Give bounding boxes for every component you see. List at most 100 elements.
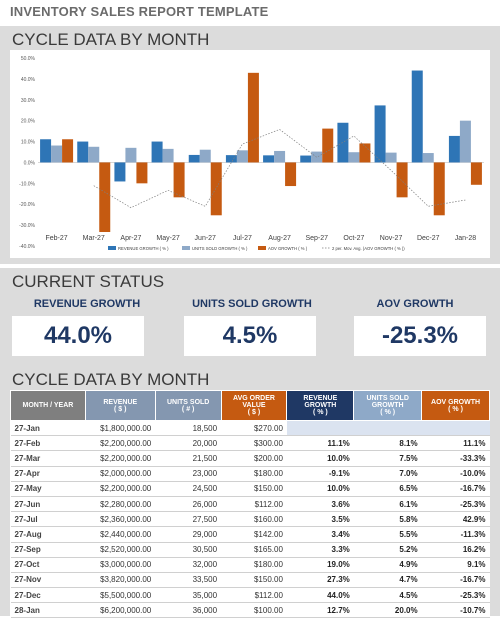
table-row: 27-Oct $3,000,000.00 32,000 $180.00 19.0% 4.9… bbox=[10, 557, 490, 573]
bar-revenue-growth bbox=[40, 139, 52, 163]
bar-aov-growth bbox=[359, 143, 371, 163]
cell-month: 27-Aug bbox=[10, 526, 86, 543]
col-rev-growth-header: REVENUE GROWTH ( % ) bbox=[286, 390, 355, 421]
page-title: INVENTORY SALES REPORT TEMPLATE bbox=[10, 4, 269, 19]
col-units-header-l1: UNITS SOLD bbox=[166, 398, 210, 406]
col-aov-growth-header-l1: AOV GROWTH bbox=[431, 398, 481, 406]
cell-month: 27-Nov bbox=[10, 572, 86, 589]
cell-revenue-growth: 3.5% bbox=[286, 511, 354, 528]
bar-units-growth bbox=[422, 153, 434, 163]
table-section-heading: CYCLE DATA BY MONTH bbox=[12, 370, 210, 389]
status-section-heading: CURRENT STATUS bbox=[12, 272, 165, 291]
growth-chart: 50.0% 40.0% 30.0% 20.0% 10.0% 0.0% -10.0% -20.0… bbox=[19, 56, 484, 251]
bar-revenue-growth bbox=[337, 122, 349, 163]
cell-aov-growth: -11.3% bbox=[421, 526, 490, 543]
table-row: 27-Nov $3,820,000.00 33,500 $150.00 27.3% 4.7… bbox=[10, 572, 490, 589]
bar-units-growth bbox=[88, 146, 100, 163]
col-aov-header-l1: AVG ORDER VALUE bbox=[233, 395, 275, 409]
x-tick-label: Oct-27 bbox=[343, 235, 364, 242]
table-row: 27-Jan $1,800,000.00 18,500 $270.00 bbox=[10, 420, 490, 437]
cell-month: 27-May bbox=[10, 481, 86, 497]
col-units-growth-header: UNITS SOLD GROWTH ( % ) bbox=[353, 390, 423, 421]
bar-revenue-growth bbox=[448, 135, 460, 163]
cell-month: 27-Feb bbox=[10, 435, 86, 452]
cell-revenue: $2,440,000.00 bbox=[85, 526, 156, 543]
x-tick-label: Jun-27 bbox=[195, 235, 217, 242]
cell-units-growth: 6.1% bbox=[353, 496, 422, 513]
col-units-growth-header-l1: UNITS SOLD GROWTH bbox=[366, 395, 409, 409]
bar-aov-growth bbox=[210, 162, 222, 216]
bar-units-growth bbox=[274, 150, 286, 163]
cell-aov-growth: -33.3% bbox=[421, 450, 490, 467]
bar-units-growth bbox=[162, 148, 174, 163]
bar-revenue-growth bbox=[151, 141, 163, 163]
y-tick-label: 0.0% bbox=[24, 160, 36, 166]
cell-avg-order-value: $142.00 bbox=[221, 526, 287, 543]
cell-avg-order-value: $112.00 bbox=[221, 496, 287, 513]
cell-units-sold: 20,000 bbox=[155, 435, 222, 452]
legend-label: AOV GROWTH ( % ) bbox=[268, 246, 308, 251]
bar-revenue-growth bbox=[114, 162, 126, 182]
cell-month: 27-Jan bbox=[10, 420, 86, 437]
cell-units-growth: 5.5% bbox=[353, 526, 422, 543]
chart-card: 50.0% 40.0% 30.0% 20.0% 10.0% 0.0% -10.0% -20.0… bbox=[10, 50, 490, 258]
x-tick-label: Sep-27 bbox=[305, 235, 328, 242]
col-aov-header-l2: ( $ ) bbox=[247, 409, 261, 416]
cell-units-growth: 5.2% bbox=[353, 542, 422, 558]
cell-aov-growth: -16.7% bbox=[421, 481, 490, 497]
col-units-header: UNITS SOLD ( # ) bbox=[154, 390, 222, 421]
cell-aov-growth: -25.3% bbox=[421, 496, 490, 513]
cell-units-sold: 21,500 bbox=[155, 450, 222, 467]
x-tick-label: Apr-27 bbox=[120, 235, 141, 242]
cell-avg-order-value: $112.00 bbox=[221, 587, 287, 604]
col-rev-growth-header-l1: REVENUE GROWTH bbox=[303, 395, 338, 409]
cell-revenue: $3,000,000.00 bbox=[85, 557, 156, 573]
kpi-revenue-value: 44.0% bbox=[12, 316, 144, 356]
bar-revenue-growth bbox=[411, 70, 423, 163]
bar-aov-growth bbox=[62, 139, 74, 163]
x-tick-label: Jan-28 bbox=[455, 235, 477, 242]
legend-label: REVENUE GROWTH ( % ) bbox=[118, 246, 169, 251]
cell-revenue-growth: 10.0% bbox=[286, 481, 354, 497]
table-row: 27-May $2,200,000.00 24,500 $150.00 10.0% 6.5… bbox=[10, 481, 490, 497]
bar-revenue-growth bbox=[77, 141, 89, 163]
x-tick-label: May-27 bbox=[156, 235, 179, 242]
y-tick-label: 10.0% bbox=[21, 140, 36, 146]
legend-swatch bbox=[108, 246, 116, 250]
col-units-growth-header-l2: ( % ) bbox=[380, 409, 396, 416]
y-tick-label: 40.0% bbox=[21, 77, 36, 83]
bar-units-growth bbox=[459, 120, 471, 163]
table-row: 27-Jul $2,360,000.00 27,500 $160.00 3.5% 5.8%… bbox=[10, 511, 490, 528]
cell-aov-growth: -16.7% bbox=[421, 572, 490, 589]
cell-units-sold: 27,500 bbox=[155, 511, 222, 528]
cell-avg-order-value: $180.00 bbox=[221, 557, 287, 573]
cell-units-sold: 32,000 bbox=[155, 557, 222, 573]
col-revenue-header-l1: REVENUE bbox=[103, 398, 138, 406]
kpi-units-value: 4.5% bbox=[184, 316, 316, 356]
bar-aov-growth bbox=[99, 162, 111, 233]
cell-units-sold: 24,500 bbox=[155, 481, 222, 497]
cell-month: 27-Mar bbox=[10, 450, 86, 467]
y-tick-label: 20.0% bbox=[21, 119, 36, 125]
x-tick-label: Jul-27 bbox=[233, 235, 252, 242]
kpi-aov-label: AOV GROWTH bbox=[376, 298, 454, 310]
table-row: 27-Apr $2,000,000.00 23,000 $180.00 -9.1% 7.0… bbox=[10, 466, 490, 482]
cell-avg-order-value: $165.00 bbox=[221, 542, 287, 558]
cell-aov-growth: 9.1% bbox=[421, 557, 490, 573]
y-tick-label: -20.0% bbox=[19, 202, 35, 208]
x-tick-label: Mar-27 bbox=[83, 235, 105, 242]
kpi-units-label: UNITS SOLD GROWTH bbox=[192, 298, 312, 310]
bar-revenue-growth bbox=[188, 154, 200, 163]
cell-units-sold: 33,500 bbox=[155, 572, 222, 589]
cell-units-growth: 20.0% bbox=[353, 602, 422, 618]
x-tick-label: Feb-27 bbox=[45, 235, 67, 242]
col-aov-growth-header-l2: ( % ) bbox=[448, 405, 463, 413]
bar-aov-growth bbox=[470, 162, 482, 185]
bar-aov-growth bbox=[396, 162, 408, 198]
bar-revenue-growth bbox=[225, 155, 237, 163]
cell-units-sold: 23,000 bbox=[155, 466, 222, 482]
cell-revenue: $2,200,000.00 bbox=[85, 481, 156, 497]
cell-aov-growth bbox=[421, 420, 490, 437]
bar-aov-growth bbox=[136, 162, 148, 184]
cell-revenue-growth: 44.0% bbox=[286, 587, 354, 604]
